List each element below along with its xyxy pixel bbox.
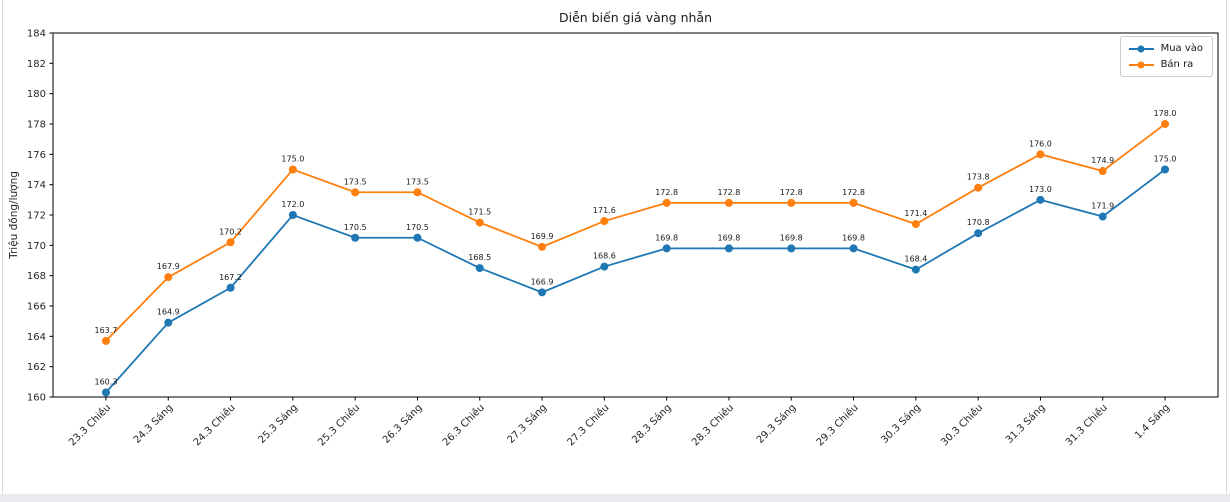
svg-text:171.9: 171.9 (1091, 202, 1114, 211)
svg-text:173.8: 173.8 (967, 173, 990, 182)
svg-text:27.3 Sáng: 27.3 Sáng (505, 402, 549, 446)
svg-text:178.0: 178.0 (1154, 109, 1177, 118)
series-0: 160.3 164.9 167.2 172.0 170.5 170.5 168.5 166.9… (95, 155, 1177, 397)
svg-text:31.3 Chiều: 31.3 Chiều (1063, 402, 1110, 449)
svg-text:169.8: 169.8 (655, 233, 678, 242)
svg-text:160: 160 (27, 393, 46, 404)
svg-text:180: 180 (27, 89, 46, 100)
y-axis-label: Triệu đồng/lượng (8, 171, 20, 259)
svg-text:176.0: 176.0 (1029, 139, 1052, 148)
svg-text:172.8: 172.8 (842, 188, 865, 197)
svg-text:164.9: 164.9 (157, 308, 180, 317)
svg-text:172.8: 172.8 (655, 188, 678, 197)
svg-text:174.9: 174.9 (1091, 156, 1114, 165)
x-axis-ticks: 23.3 Chiều 24.3 Sáng 24.3 Chiều 25.3 Sáng 25… (66, 397, 1172, 448)
svg-text:170.8: 170.8 (967, 218, 990, 227)
page-border-right (1226, 0, 1227, 495)
svg-text:170.5: 170.5 (406, 223, 429, 232)
svg-text:168.6: 168.6 (593, 252, 616, 261)
svg-text:28.3 Chiều: 28.3 Chiều (689, 402, 736, 449)
svg-text:27.3 Chiều: 27.3 Chiều (565, 402, 612, 449)
series-1: 163.7 167.9 170.2 175.0 173.5 173.5 171.5 169.9… (95, 109, 1177, 345)
svg-text:174: 174 (27, 180, 46, 191)
svg-text:24.3 Chiều: 24.3 Chiều (191, 402, 238, 449)
svg-text:162: 162 (27, 362, 46, 373)
sell-series-swatch-icon (1128, 61, 1154, 68)
svg-text:167.9: 167.9 (157, 262, 180, 271)
svg-text:167.2: 167.2 (219, 273, 242, 282)
svg-text:169.9: 169.9 (531, 232, 554, 241)
svg-text:26.3 Sáng: 26.3 Sáng (380, 402, 424, 446)
svg-text:1.4 Sáng: 1.4 Sáng (1132, 402, 1172, 442)
svg-text:169.8: 169.8 (780, 233, 803, 242)
svg-text:175.0: 175.0 (1154, 155, 1177, 164)
y-axis-ticks: 160 162 164 166 168 170 172 174 176 178 180 182 184 (27, 29, 53, 404)
svg-text:171.6: 171.6 (593, 206, 616, 215)
svg-text:25.3 Sáng: 25.3 Sáng (256, 402, 300, 446)
svg-text:170: 170 (27, 241, 46, 252)
svg-text:172: 172 (27, 211, 46, 222)
svg-text:182: 182 (27, 59, 46, 70)
svg-text:171.5: 171.5 (468, 208, 491, 217)
legend-item-mua-vao: Mua vào (1128, 42, 1203, 55)
svg-text:28.3 Sáng: 28.3 Sáng (629, 402, 673, 446)
svg-text:29.3 Sáng: 29.3 Sáng (754, 402, 798, 446)
svg-text:160.3: 160.3 (95, 377, 118, 386)
svg-text:175.0: 175.0 (281, 155, 304, 164)
legend-label-buy: Mua vào (1160, 43, 1203, 54)
svg-text:164: 164 (27, 332, 46, 343)
svg-text:26.3 Chiều: 26.3 Chiều (440, 402, 487, 449)
page-border-left (2, 0, 3, 495)
svg-text:163.7: 163.7 (95, 326, 118, 335)
legend-item-ban-ra: Bán ra (1128, 58, 1203, 71)
svg-text:184: 184 (27, 29, 46, 40)
legend-label-sell: Bán ra (1160, 59, 1194, 70)
svg-text:25.3 Chiều: 25.3 Chiều (316, 402, 363, 449)
svg-text:170.5: 170.5 (344, 223, 367, 232)
svg-text:170.2: 170.2 (219, 227, 242, 236)
svg-text:30.3 Sáng: 30.3 Sáng (879, 402, 923, 446)
svg-text:166.9: 166.9 (531, 277, 554, 286)
svg-text:30.3 Chiều: 30.3 Chiều (939, 402, 986, 449)
legend: Mua vào Bán ra (1119, 36, 1213, 77)
svg-text:29.3 Chiều: 29.3 Chiều (814, 402, 861, 449)
svg-text:166: 166 (27, 302, 46, 313)
svg-text:23.3 Chiều: 23.3 Chiều (66, 402, 113, 449)
svg-text:168.4: 168.4 (904, 255, 927, 264)
svg-text:171.4: 171.4 (904, 209, 927, 218)
svg-text:168.5: 168.5 (468, 253, 491, 262)
svg-text:172.8: 172.8 (717, 188, 740, 197)
svg-text:24.3 Sáng: 24.3 Sáng (131, 402, 175, 446)
chart-title: Diễn biến giá vàng nhẫn (558, 10, 713, 25)
buy-series-swatch-icon (1128, 45, 1154, 52)
svg-text:31.3 Sáng: 31.3 Sáng (1003, 402, 1047, 446)
svg-text:173.0: 173.0 (1029, 185, 1052, 194)
svg-text:173.5: 173.5 (344, 177, 367, 186)
page-bottom-bar (0, 494, 1230, 502)
svg-text:169.8: 169.8 (717, 233, 740, 242)
svg-text:178: 178 (27, 120, 46, 131)
svg-text:176: 176 (27, 150, 46, 161)
axes-spines (52, 32, 1219, 398)
svg-text:168: 168 (27, 271, 46, 282)
svg-text:169.8: 169.8 (842, 233, 865, 242)
svg-text:172.8: 172.8 (780, 188, 803, 197)
svg-text:173.5: 173.5 (406, 177, 429, 186)
svg-text:172.0: 172.0 (281, 200, 304, 209)
